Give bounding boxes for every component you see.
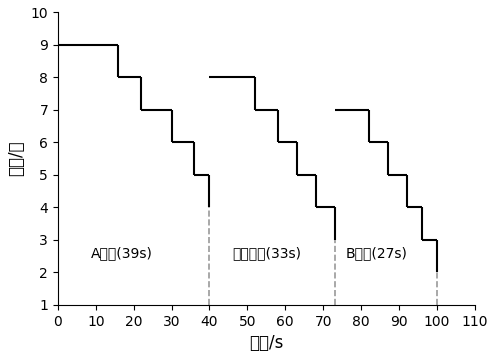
X-axis label: 时间/s: 时间/s [249, 334, 284, 352]
Text: A细胞(39s): A细胞(39s) [92, 246, 153, 260]
Y-axis label: 数量/个: 数量/个 [7, 141, 25, 176]
Text: B细胞(27s): B细胞(27s) [346, 246, 407, 260]
Text: 血红细胞(33s): 血红细胞(33s) [232, 246, 301, 260]
